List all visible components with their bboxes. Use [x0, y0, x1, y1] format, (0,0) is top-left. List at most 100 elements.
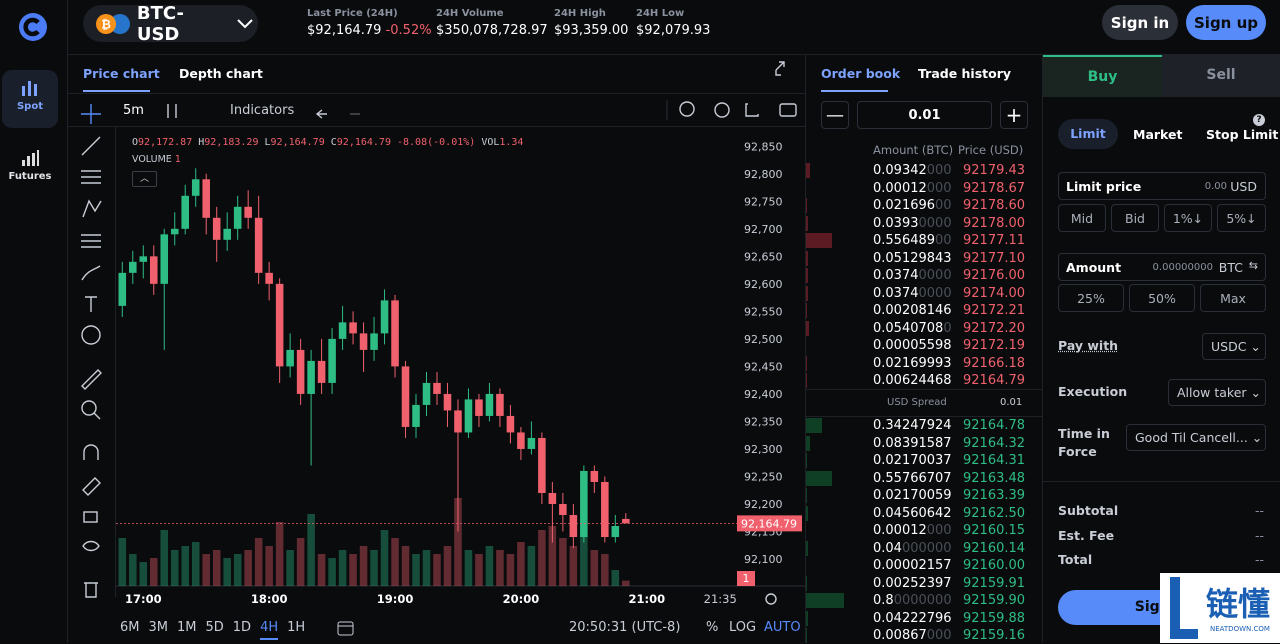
depth-bar — [806, 268, 808, 283]
pay-with-select[interactable]: USDC ⌄ — [1202, 333, 1266, 360]
legend-key: VOL — [481, 137, 499, 148]
amount-digits: 0.02169993 — [873, 356, 952, 371]
amount-button[interactable]: 25% — [1058, 284, 1124, 312]
amount-field[interactable]: Amount 0.00000000 BTC ⇆ — [1058, 253, 1266, 281]
chart-tab[interactable]: Price chart — [83, 66, 160, 81]
time-in-force-select[interactable]: Good Til Cancell... ⌄ — [1126, 424, 1266, 451]
amount-digits: 0.05129843 — [873, 251, 952, 266]
price[interactable]: 92159.88 — [963, 610, 1025, 627]
chevron — [234, 16, 258, 32]
price[interactable]: 92164.78 — [963, 417, 1025, 434]
amount: 0.34247924 — [873, 417, 952, 434]
price[interactable]: 92163.39 — [963, 487, 1025, 504]
price[interactable]: 92164.31 — [963, 452, 1025, 469]
price[interactable]: 92164.79 — [963, 372, 1025, 389]
order-type[interactable]: Limit — [1058, 119, 1118, 149]
price[interactable]: 92160.14 — [963, 540, 1025, 557]
price[interactable]: 92179.43 — [963, 162, 1025, 179]
pair-selector[interactable]: ₿ BTC-USD — [83, 5, 258, 42]
nav-futures[interactable]: Futures — [2, 140, 58, 198]
summary-value: -- — [1255, 528, 1264, 543]
amount-digits: 0.00867 — [873, 628, 927, 643]
price[interactable]: 92178.60 — [963, 197, 1025, 214]
order-type[interactable]: Market — [1133, 127, 1182, 142]
range-button[interactable]: 5D — [206, 620, 224, 640]
price[interactable]: 92178.00 — [963, 215, 1025, 232]
range-button[interactable]: 1D — [233, 620, 251, 640]
price[interactable]: 92174.00 — [963, 285, 1025, 302]
sell-tab[interactable]: Sell — [1162, 55, 1280, 97]
price[interactable]: 92172.19 — [963, 337, 1025, 354]
help-icon[interactable]: ? — [1253, 114, 1265, 126]
collapse-button[interactable]: ︿ — [132, 171, 157, 187]
price[interactable]: 92162.50 — [963, 505, 1025, 522]
stat-change: -0.52% — [386, 23, 432, 38]
range-button[interactable]: 1M — [177, 620, 197, 640]
price-button[interactable]: Mid — [1058, 204, 1106, 232]
range-button[interactable]: 1H — [287, 620, 305, 640]
nav-spot[interactable]: Spot — [2, 70, 58, 128]
auto-toggle[interactable]: AUTO — [764, 620, 801, 635]
limit-price-field[interactable]: Limit price 0.00 USD — [1058, 172, 1266, 200]
execution-select[interactable]: Allow taker ⌄ — [1168, 379, 1266, 406]
price[interactable]: 92176.00 — [963, 267, 1025, 284]
price-button[interactable]: 1%↓ — [1164, 204, 1212, 232]
price[interactable]: 92159.91 — [963, 575, 1025, 592]
price-button[interactable]: Bid — [1111, 204, 1159, 232]
step-decrease[interactable]: — — [821, 101, 849, 129]
page: BTC-USD { "header": {"pair": "BTC-USD", … — [0, 0, 1280, 643]
summary-value: -- — [1255, 552, 1264, 567]
amount-digits: 0.00012 — [873, 181, 927, 196]
price[interactable]: 92160.00 — [963, 557, 1025, 574]
price[interactable]: 92160.15 — [963, 522, 1025, 539]
step-increase[interactable]: + — [1000, 101, 1028, 129]
percent-toggle[interactable]: % — [706, 620, 718, 635]
price[interactable]: 92166.18 — [963, 355, 1025, 372]
depth-bar — [806, 506, 808, 521]
order-type[interactable]: Stop Limit — [1206, 127, 1278, 142]
price[interactable]: 92159.90 — [963, 592, 1025, 609]
sign-in-button[interactable]: Sign in — [1102, 5, 1178, 40]
price[interactable]: 92159.16 — [963, 627, 1025, 644]
amount-padding: 000 — [927, 163, 952, 178]
price[interactable]: 92172.20 — [963, 320, 1025, 337]
amount-digits: 0.08391587 — [873, 436, 952, 451]
stat: 24H Volume$350,078,728.97 — [436, 8, 548, 38]
price[interactable]: 92177.11 — [963, 232, 1025, 249]
calendar-icon[interactable] — [336, 618, 356, 638]
amount: 0.02169993 — [873, 355, 952, 372]
amount-digits: 0.04 — [873, 541, 902, 556]
log-toggle[interactable]: LOG — [729, 620, 756, 635]
range-button[interactable]: 4H — [260, 620, 278, 640]
amount-digits: 0.00624468 — [873, 373, 952, 388]
svg-text:₿: ₿ — [101, 17, 111, 31]
swap-icon[interactable]: ⇆ — [1249, 259, 1258, 272]
amount: 0.02170059 — [873, 487, 952, 504]
amount-digits: 0.0393 — [873, 216, 919, 231]
range-button[interactable]: 6M — [120, 620, 140, 640]
pair: BTC-USD — [137, 3, 226, 45]
amount-padding: 000 — [927, 181, 952, 196]
amount: 0.04000000 — [873, 540, 952, 557]
chart-tab[interactable]: Depth chart — [179, 66, 263, 81]
indicators-button[interactable]: Indicators — [230, 103, 294, 118]
book-tab[interactable]: Order book — [821, 66, 900, 81]
price[interactable]: 92163.48 — [963, 470, 1025, 487]
sign-up-button[interactable]: Sign up — [1186, 5, 1266, 40]
price[interactable]: 92164.32 — [963, 435, 1025, 452]
amount-button[interactable]: Max — [1200, 284, 1266, 312]
logo[interactable] — [18, 12, 48, 42]
spread-row: USD Spread 0.01 — [806, 389, 1043, 417]
price-button[interactable]: 5%↓ — [1217, 204, 1266, 232]
book-tab[interactable]: Trade history — [918, 66, 1011, 81]
depth-bar — [806, 453, 807, 468]
range-button[interactable]: 3M — [149, 620, 169, 640]
amount-button[interactable]: 50% — [1129, 284, 1195, 312]
interval[interactable]: 5m — [123, 103, 144, 118]
nav-label: Spot — [2, 101, 58, 112]
price[interactable]: 92178.67 — [963, 180, 1025, 197]
buy-tab[interactable]: Buy — [1043, 55, 1162, 97]
price[interactable]: 92172.21 — [963, 302, 1025, 319]
price[interactable]: 92177.10 — [963, 250, 1025, 267]
amount-digits: 0.55766707 — [873, 471, 952, 486]
